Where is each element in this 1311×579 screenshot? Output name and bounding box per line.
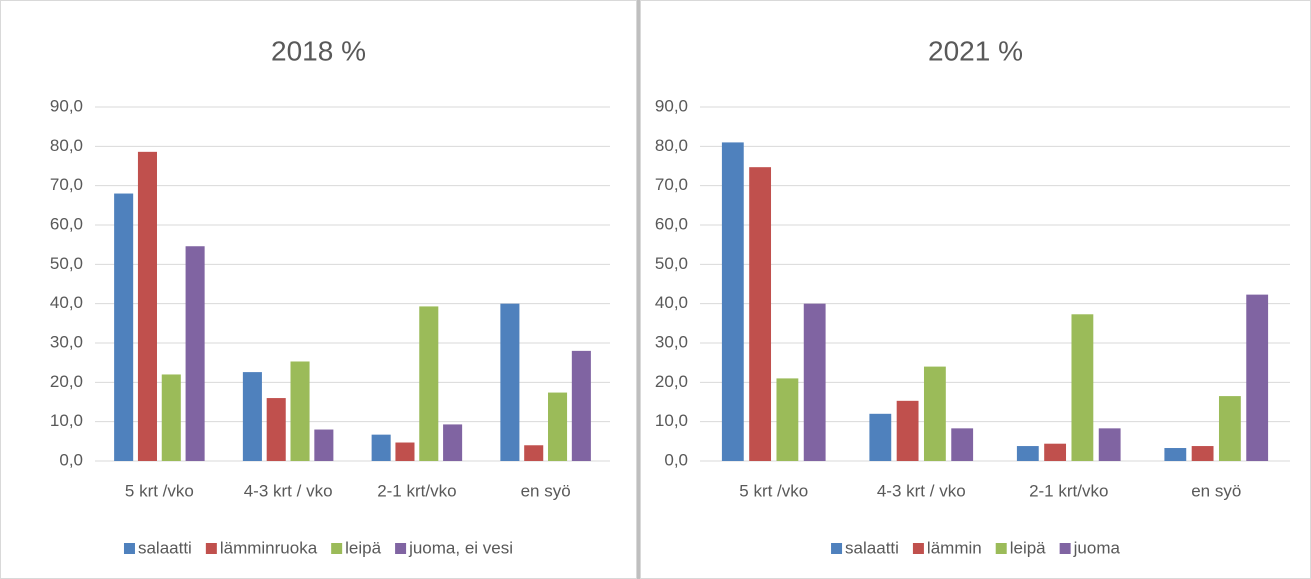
y-tick-label: 30,0 bbox=[655, 332, 688, 351]
legend-label: salaatti bbox=[138, 538, 192, 557]
bar bbox=[1044, 443, 1067, 461]
y-tick-label: 60,0 bbox=[50, 214, 83, 233]
chart-title: 2021 % bbox=[928, 35, 1023, 66]
legend-swatch bbox=[205, 543, 217, 554]
bar bbox=[1071, 314, 1094, 461]
x-tick-label: 5 krt /vko bbox=[125, 481, 194, 500]
bar bbox=[443, 424, 463, 461]
legend-label: salaatti bbox=[845, 538, 899, 557]
x-tick-label: 5 krt /vko bbox=[739, 481, 808, 500]
bar bbox=[371, 434, 391, 461]
bar bbox=[749, 167, 772, 461]
bar bbox=[161, 374, 181, 461]
y-tick-label: 50,0 bbox=[50, 254, 83, 273]
bar bbox=[242, 372, 262, 461]
legend-label: lämmin bbox=[927, 538, 982, 557]
y-tick-label: 0,0 bbox=[59, 450, 83, 469]
legend-label: lämminruoka bbox=[220, 538, 318, 557]
y-tick-label: 40,0 bbox=[655, 293, 688, 312]
y-tick-label: 10,0 bbox=[655, 411, 688, 430]
legend-swatch bbox=[1059, 543, 1071, 554]
y-tick-label: 20,0 bbox=[50, 372, 83, 391]
bar bbox=[803, 303, 826, 461]
bar bbox=[1246, 294, 1269, 461]
legend-swatch bbox=[995, 543, 1007, 554]
bar bbox=[721, 142, 744, 461]
x-tick-label: 2-1 krt/vko bbox=[377, 481, 456, 500]
legend-label: juoma, ei vesi bbox=[408, 538, 513, 557]
bar bbox=[290, 361, 310, 461]
y-tick-label: 90,0 bbox=[50, 96, 83, 115]
y-tick-label: 30,0 bbox=[50, 332, 83, 351]
bar bbox=[776, 378, 799, 461]
legend-label: leipä bbox=[1010, 538, 1046, 557]
bar bbox=[137, 151, 157, 461]
bar bbox=[395, 442, 415, 461]
x-tick-label: 4-3 krt / vko bbox=[877, 481, 966, 500]
bar bbox=[1191, 446, 1214, 461]
x-tick-label: 4-3 krt / vko bbox=[244, 481, 333, 500]
y-tick-label: 50,0 bbox=[655, 254, 688, 273]
legend-swatch bbox=[395, 543, 407, 554]
legend-swatch bbox=[123, 543, 135, 554]
legend-swatch bbox=[912, 543, 924, 554]
y-tick-label: 20,0 bbox=[655, 372, 688, 391]
bar bbox=[951, 428, 974, 461]
legend-label: juoma bbox=[1073, 538, 1121, 557]
y-tick-label: 60,0 bbox=[655, 214, 688, 233]
y-tick-label: 80,0 bbox=[655, 136, 688, 155]
bar bbox=[1218, 396, 1241, 461]
x-tick-label: 2-1 krt/vko bbox=[1029, 481, 1108, 500]
bar bbox=[500, 303, 520, 461]
bar bbox=[869, 413, 892, 461]
y-tick-label: 0,0 bbox=[664, 450, 688, 469]
chart-title: 2018 % bbox=[271, 35, 366, 66]
bar bbox=[896, 400, 919, 461]
bar bbox=[1164, 448, 1187, 461]
panel bbox=[0, 0, 637, 579]
y-tick-label: 10,0 bbox=[50, 411, 83, 430]
bar bbox=[1016, 446, 1039, 461]
bar bbox=[314, 429, 334, 461]
legend-swatch bbox=[331, 543, 343, 554]
bar bbox=[548, 392, 568, 461]
y-tick-label: 90,0 bbox=[655, 96, 688, 115]
legend-swatch bbox=[831, 543, 843, 554]
bar bbox=[923, 366, 946, 461]
bar bbox=[114, 193, 134, 462]
bar bbox=[524, 445, 544, 461]
bar bbox=[185, 246, 205, 461]
x-tick-label: en syö bbox=[521, 481, 571, 500]
bar bbox=[1098, 428, 1121, 461]
y-tick-label: 70,0 bbox=[50, 175, 83, 194]
x-tick-label: en syö bbox=[1191, 481, 1241, 500]
bar bbox=[419, 306, 439, 461]
y-tick-label: 70,0 bbox=[655, 175, 688, 194]
y-tick-label: 40,0 bbox=[50, 293, 83, 312]
bar bbox=[266, 398, 286, 461]
bar bbox=[571, 350, 591, 461]
legend-label: leipä bbox=[345, 538, 381, 557]
y-tick-label: 80,0 bbox=[50, 136, 83, 155]
